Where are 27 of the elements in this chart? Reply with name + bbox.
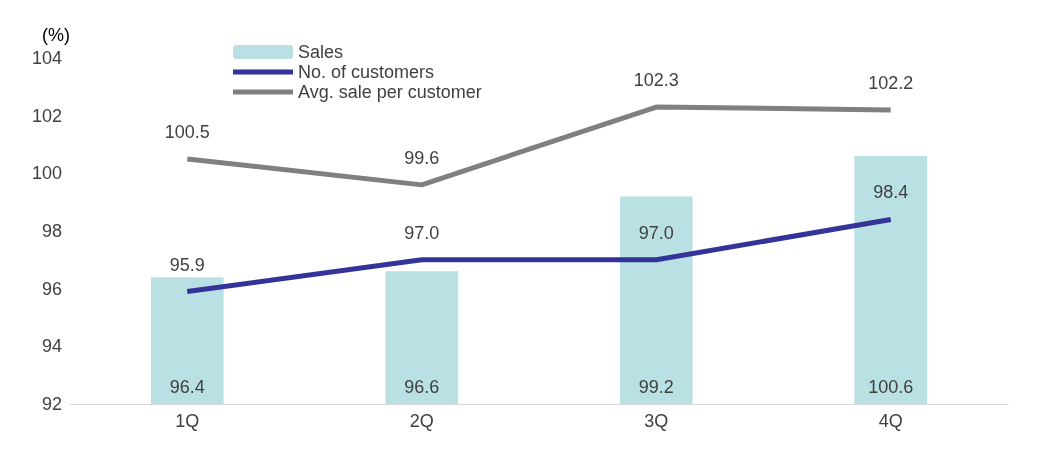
legend-label: Avg. sale per customer	[298, 82, 482, 102]
data-label: 100.5	[164, 121, 210, 142]
x-tick-label: 3Q	[644, 411, 669, 431]
x-tick-label: 4Q	[878, 411, 903, 431]
data-label: 96.6	[404, 377, 440, 397]
legend-label: No. of customers	[298, 62, 435, 82]
data-label: 97.0	[638, 222, 674, 243]
data-label: 100.6	[868, 377, 914, 397]
data-label: 96.4	[169, 377, 205, 397]
y-tick-label: 100	[31, 163, 62, 184]
y-tick-label: 104	[31, 48, 62, 68]
legend-label: Sales	[298, 42, 344, 62]
y-tick-label: 96	[41, 278, 62, 299]
x-tick-label: 1Q	[175, 411, 200, 431]
y-tick-label: 94	[41, 336, 62, 357]
x-tick-label: 2Q	[409, 411, 434, 431]
data-label: 102.3	[633, 70, 679, 91]
data-label: 95.9	[169, 254, 205, 275]
y-axis-title: (%)	[42, 25, 70, 45]
data-label: 97.0	[404, 222, 440, 243]
data-label: 102.2	[868, 72, 914, 93]
data-label: 99.6	[404, 147, 440, 168]
y-tick-label: 102	[31, 105, 62, 126]
y-tick-label: 98	[41, 221, 62, 241]
data-label: 98.4	[873, 182, 909, 203]
y-tick-label: 92	[41, 394, 62, 414]
data-label: 99.2	[638, 377, 674, 397]
